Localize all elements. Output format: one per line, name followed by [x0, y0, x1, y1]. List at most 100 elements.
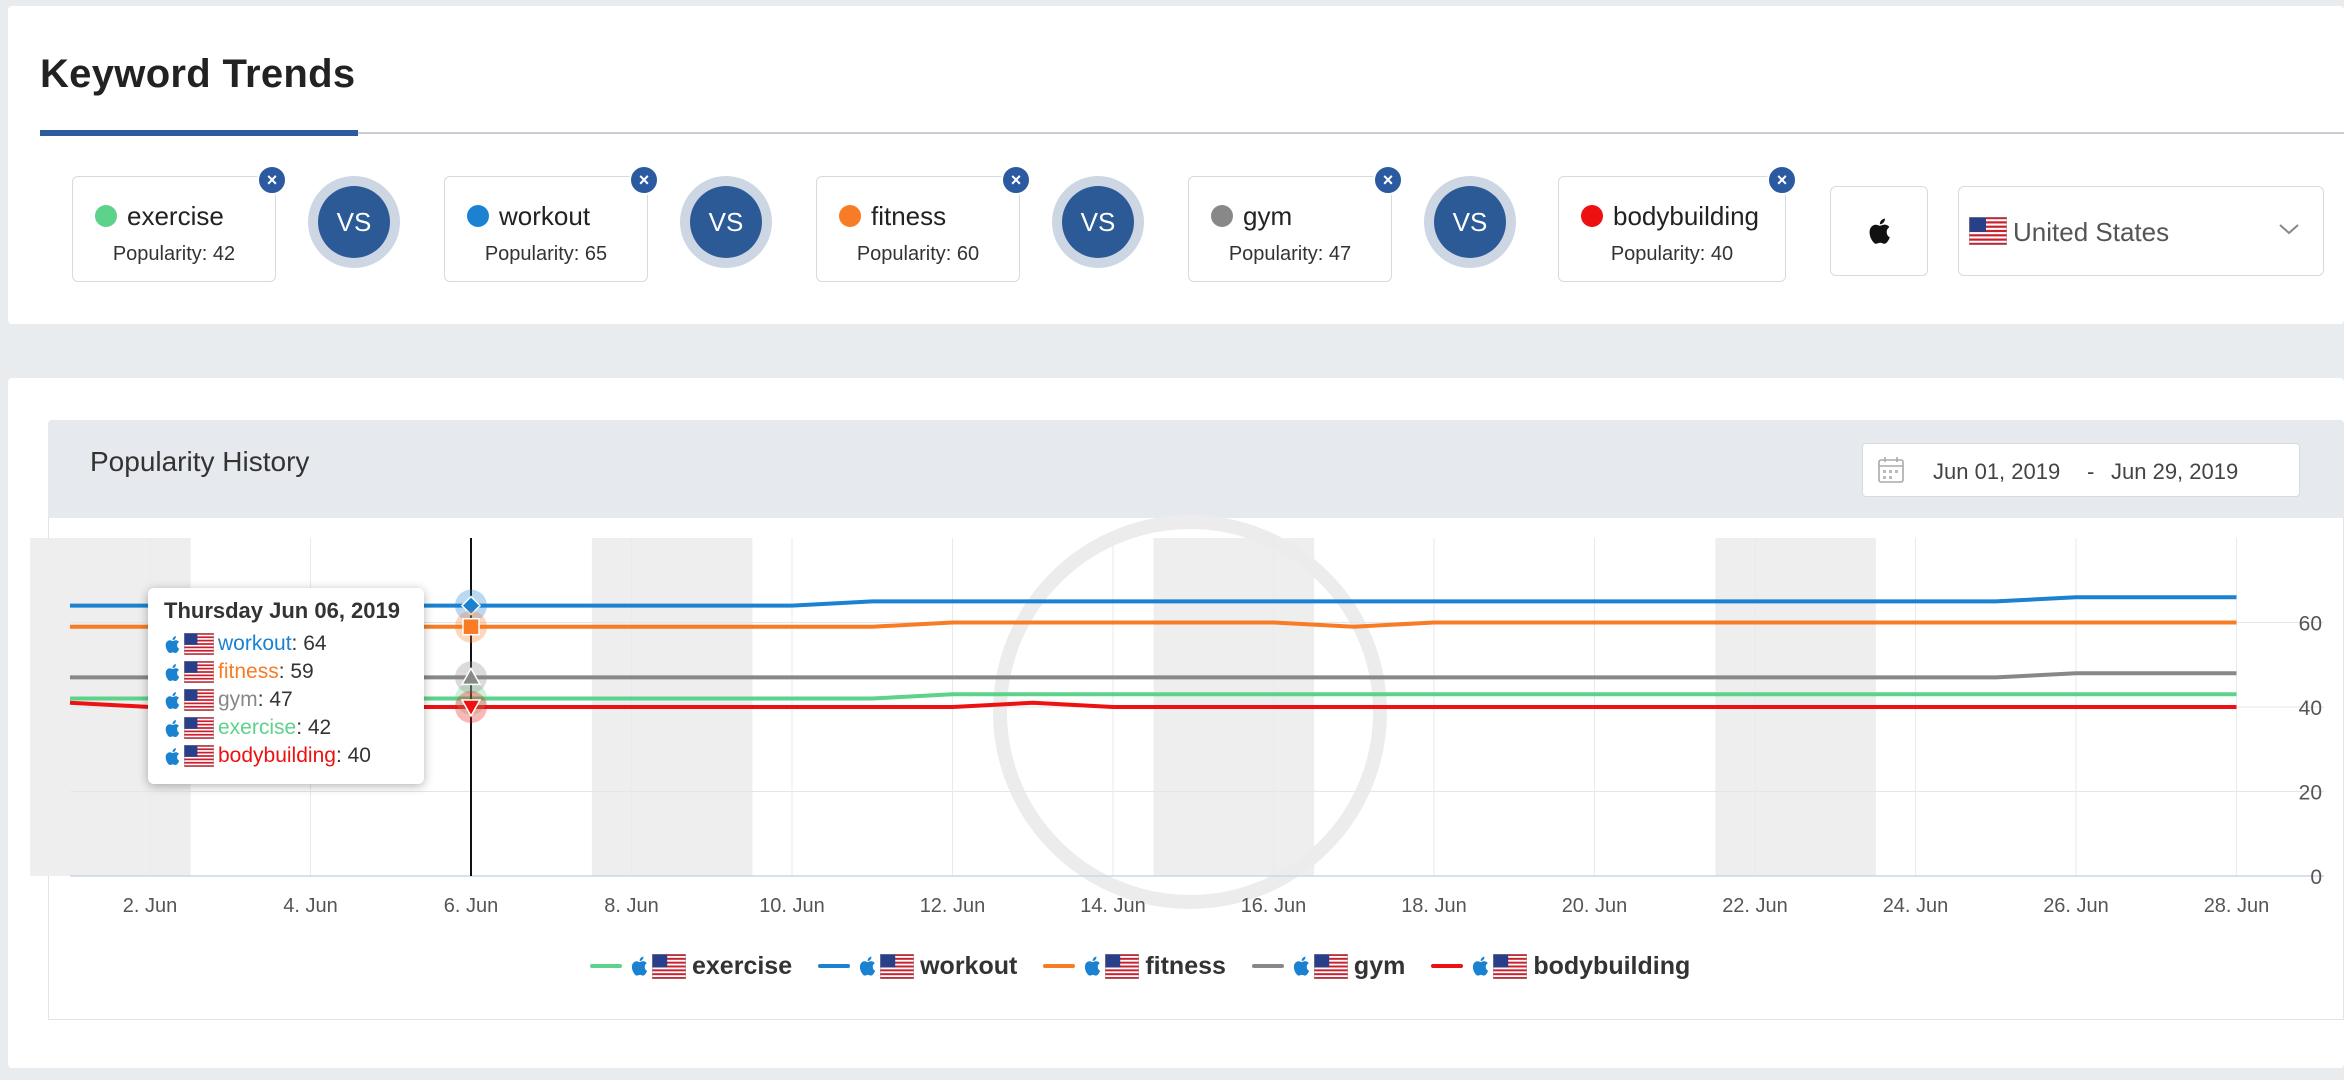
vs-badge: VS — [308, 176, 400, 268]
series-line-gym — [70, 671, 2237, 680]
active-tab-underline — [40, 130, 358, 136]
hover-marker-bodybuilding — [460, 699, 482, 718]
chart-tooltip: Thursday Jun 06, 2019 workout: 64 fitnes… — [148, 588, 424, 784]
keyword-name: bodybuilding — [1613, 201, 1760, 231]
keyword-name: exercise — [127, 201, 224, 231]
legend-item-gym[interactable]: gym — [1251, 952, 1405, 981]
x-tick-label: 12. Jun — [920, 895, 986, 917]
keyword-card — [8, 6, 2344, 324]
legend-label: workout — [920, 951, 1018, 980]
x-tick-label: 20. Jun — [1562, 895, 1628, 917]
keyword-name: gym — [1243, 201, 1293, 231]
remove-keyword-icon[interactable]: × — [1767, 165, 1797, 195]
us-flag-icon — [1969, 217, 2007, 245]
platform-ios-button[interactable] — [1830, 186, 1928, 276]
vs-label: VS — [318, 186, 390, 258]
legend-swatch — [590, 964, 622, 968]
keyword-popularity: Popularity: 40 — [1610, 243, 1734, 265]
us-flag-icon — [880, 953, 915, 979]
legend-label: fitness — [1145, 951, 1226, 980]
legend-swatch — [1043, 964, 1076, 968]
country-name: United States — [2013, 217, 2170, 247]
date-separator: - — [2087, 459, 2095, 484]
keyword-chip-3[interactable]: gym Popularity: 47 × — [1188, 165, 1403, 282]
date-range-picker[interactable]: Jun 01, 2019 - Jun 29, 2019 — [1862, 443, 2300, 497]
tooltip-series-name: exercise — [218, 716, 297, 739]
us-flag-icon — [184, 661, 214, 683]
x-tick-label: 6. Jun — [444, 895, 498, 917]
apple-icon — [164, 747, 180, 766]
x-tick-label: 16. Jun — [1241, 895, 1307, 917]
vs-badge: VS — [680, 176, 772, 268]
us-flag-icon — [1493, 953, 1528, 979]
keyword-color-dot — [95, 205, 117, 227]
country-select[interactable]: United States — [1958, 186, 2324, 276]
us-flag-icon — [184, 745, 214, 767]
hover-marker-gym — [460, 666, 482, 686]
vs-label: VS — [690, 186, 762, 258]
apple-icon — [1292, 955, 1310, 977]
x-tick-label: 10. Jun — [759, 895, 825, 917]
history-title: Popularity History — [90, 446, 310, 477]
series-line-bodybuilding — [69, 700, 2237, 709]
date-end[interactable]: Jun 29, 2019 — [2111, 459, 2239, 484]
tooltip-row: gym: 47 — [164, 686, 424, 714]
keyword-chip-2[interactable]: fitness Popularity: 60 × — [816, 165, 1031, 282]
keyword-color-dot — [1211, 205, 1233, 227]
tooltip-series-value: : 42 — [296, 716, 332, 739]
remove-keyword-icon[interactable]: × — [1001, 165, 1031, 195]
keyword-popularity: Popularity: 47 — [1228, 243, 1352, 265]
legend-item-workout[interactable]: workout — [818, 952, 1017, 981]
legend-label: bodybuilding — [1533, 951, 1691, 980]
series-line-fitness — [70, 620, 2237, 629]
apple-icon — [858, 955, 876, 977]
remove-keyword-icon[interactable]: × — [629, 165, 659, 195]
legend-swatch — [1431, 964, 1464, 968]
y-tick-label: 40 — [2299, 697, 2322, 720]
keyword-chip-0[interactable]: exercise Popularity: 42 × — [72, 165, 287, 282]
keyword-chip-4[interactable]: bodybuilding Popularity: 40 × — [1558, 165, 1797, 282]
us-flag-icon — [1313, 953, 1348, 979]
tooltip-date: Thursday Jun 06, 2019 — [164, 598, 400, 623]
keyword-chip-1[interactable]: workout Popularity: 65 × — [444, 165, 659, 282]
us-flag-icon — [1105, 953, 1140, 979]
hover-marker-workout — [460, 595, 482, 616]
legend-item-exercise[interactable]: exercise — [590, 952, 792, 981]
tooltip-series-value: : 64 — [291, 632, 327, 655]
title-divider — [40, 132, 2344, 134]
legend-item-fitness[interactable]: fitness — [1043, 952, 1226, 981]
x-tick-label: 28. Jun — [2204, 895, 2270, 917]
tooltip-series-name: workout — [218, 632, 292, 655]
apple-icon — [164, 635, 180, 654]
page-title: Keyword Trends — [40, 52, 356, 96]
vs-label: VS — [1062, 186, 1134, 258]
tooltip-series-name: fitness — [218, 660, 279, 683]
keyword-popularity: Popularity: 42 — [112, 243, 236, 265]
x-tick-label: 26. Jun — [2043, 895, 2109, 917]
vs-label: VS — [1434, 186, 1506, 258]
tooltip-row: exercise: 42 — [164, 714, 424, 742]
us-flag-icon — [184, 633, 214, 655]
tooltip-series-name: gym — [218, 688, 258, 711]
watermark-logo — [993, 515, 1387, 909]
remove-keyword-icon[interactable]: × — [257, 165, 287, 195]
legend-item-bodybuilding[interactable]: bodybuilding — [1431, 952, 1690, 981]
remove-keyword-icon[interactable]: × — [1373, 165, 1403, 195]
x-tick-label: 14. Jun — [1080, 895, 1146, 917]
x-tick-label: 4. Jun — [283, 895, 337, 917]
tooltip-row: bodybuilding: 40 — [164, 742, 424, 770]
keyword-color-dot — [839, 205, 861, 227]
vs-badge: VS — [1424, 176, 1516, 268]
tooltip-row: fitness: 59 — [164, 658, 424, 686]
keyword-color-dot — [1581, 205, 1603, 227]
date-start[interactable]: Jun 01, 2019 — [1933, 459, 2061, 484]
x-tick-label: 22. Jun — [1722, 895, 1788, 917]
tooltip-row: workout: 64 — [164, 630, 424, 658]
apple-icon — [1083, 955, 1101, 977]
series-line-exercise — [70, 692, 2237, 701]
x-tick-label: 18. Jun — [1401, 895, 1467, 917]
apple-icon — [164, 719, 180, 738]
tooltip-series-name: bodybuilding — [218, 744, 336, 767]
legend-swatch — [818, 964, 851, 968]
